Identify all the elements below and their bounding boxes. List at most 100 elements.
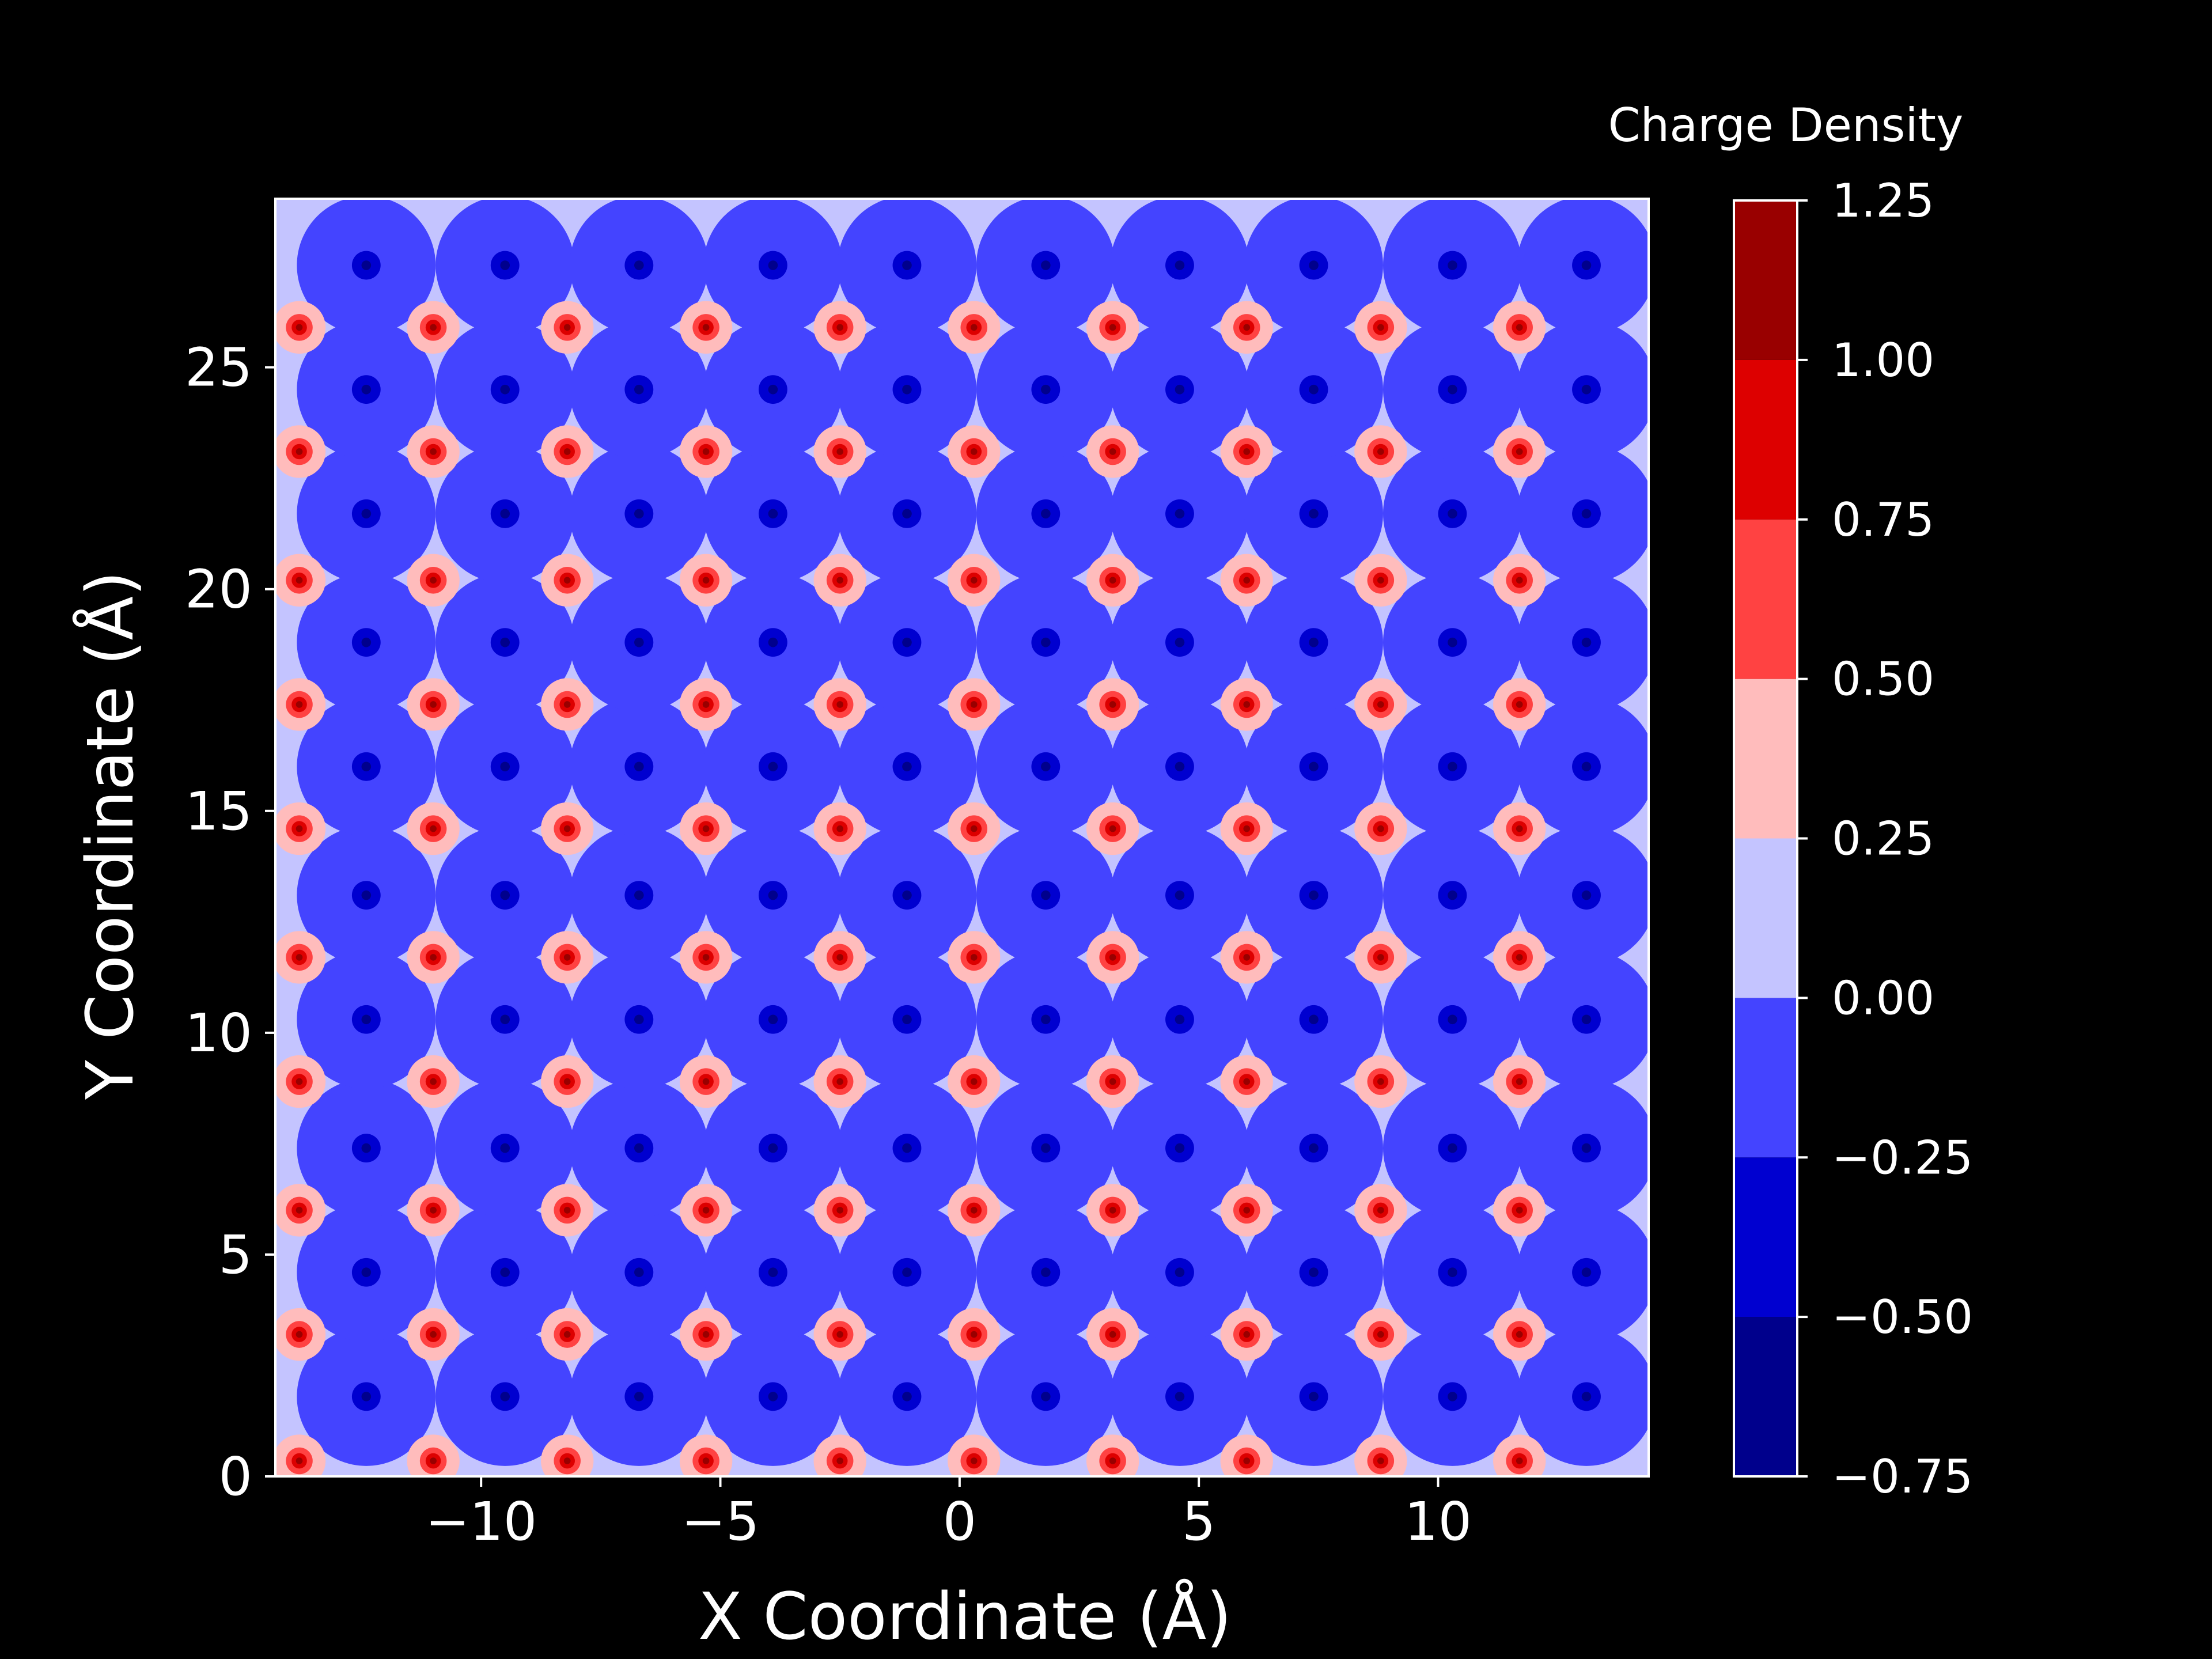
contour-level-disk [634,1143,644,1153]
contour-level-disk [1377,1331,1384,1338]
contour-level-disk [1309,384,1319,395]
charge-maximum-site [1220,931,1273,984]
contour-level-disk [361,260,372,270]
charge-minimum-site [703,444,843,584]
colorbar-segment [1734,1317,1797,1476]
charge-minimum-site [1517,1078,1649,1218]
charge-minimum-site [976,825,1115,965]
charge-minimum-site [1517,573,1649,712]
contour-level-disk [1243,324,1251,331]
charge-minimum-site [569,697,709,836]
contour-level-disk [902,1392,912,1402]
contour-level-disk [768,762,778,772]
contour-level-disk [1377,825,1384,832]
contour-level-disk [500,1143,510,1153]
contour-level-disk [1448,509,1457,519]
charge-minimum-site [703,320,843,459]
charge-minimum-site [435,950,575,1089]
charge-minimum-site [435,1327,575,1466]
charge-maximum-site [541,802,594,855]
charge-minimum-site [838,697,976,836]
contour-level-disk [1175,890,1185,900]
charge-minimum-site [838,1327,976,1466]
charge-minimum-site [1110,1327,1249,1466]
charge-minimum-site [569,950,709,1089]
charge-maximum-site [1354,1184,1407,1237]
charge-maximum-site [813,1184,866,1237]
charge-maximum-site [1220,425,1273,478]
contour-level-disk [500,509,510,519]
contour-level-disk [361,1014,372,1025]
contour-level-disk [970,577,978,584]
charge-minimum-site [1244,320,1383,459]
contour-level-disk [1243,825,1251,832]
contour-level-disk [836,448,843,455]
contour-level-disk [500,384,510,395]
charge-maximum-site [407,802,460,855]
charge-minimum-site [838,444,976,584]
contour-level-disk [1109,448,1116,455]
contour-level-disk [634,260,644,270]
charge-minimum-site [1244,1203,1383,1342]
contour-level-disk [1581,1143,1592,1153]
charge-maximum-site [275,1184,326,1237]
contour-level-disk [1041,1392,1051,1402]
contour-level-disk [634,1014,644,1025]
contour-level-disk [361,509,372,519]
charge-minimum-site [976,950,1115,1089]
charge-minimum-site [703,825,843,965]
contour-level-disk [1309,890,1319,900]
contour-level-disk [563,1331,571,1338]
contour-level-disk [1581,1267,1592,1278]
charge-minimum-site [838,573,976,712]
colorbar-segment [1734,838,1797,998]
contour-level-disk [1377,324,1384,331]
contour-level-disk [902,1014,912,1025]
charge-maximum-site [1086,678,1139,731]
contour-level-disk [361,762,372,772]
charge-minimum-site [1382,573,1522,712]
contour-level-disk [296,825,303,832]
charge-maximum-site [1354,678,1407,731]
charge-minimum-site [1382,825,1522,965]
charge-minimum-site [703,950,843,1089]
charge-minimum-site [703,1203,843,1342]
contour-level-disk [1448,1267,1457,1278]
charge-maximum-site [541,1055,594,1108]
charge-minimum-site [976,320,1115,459]
contour-level-disk [970,324,978,331]
charge-minimum-site [1517,825,1649,965]
colorbar-label: Charge Density [1608,99,1964,152]
contour-level-disk [1041,637,1051,647]
contour-level-disk [1309,637,1319,647]
charge-minimum-site [297,697,436,836]
contour-level-disk [1581,1392,1592,1402]
charge-maximum-site [1493,1055,1546,1108]
charge-minimum-site [1517,320,1649,459]
colorbar-tick-label: −0.25 [1832,1131,1973,1184]
contour-level-disk [1109,1078,1116,1085]
charge-minimum-site [838,320,976,459]
contour-level-disk [1109,577,1116,584]
contour-level-disk [1448,1143,1457,1153]
charge-maximum-site [813,1434,866,1476]
charge-maximum-site [679,301,733,354]
charge-maximum-site [1354,301,1407,354]
charge-maximum-site [407,301,460,354]
charge-minimum-site [976,1203,1115,1342]
contour-level-disk [361,1267,372,1278]
contour-level-disk [836,701,843,708]
contour-level-disk [1041,890,1051,900]
contour-level-disk [1448,260,1457,270]
charge-maximum-site [541,1434,594,1476]
contour-level-disk [702,448,710,455]
charge-minimum-site [435,1203,575,1342]
charge-maximum-site [679,931,733,984]
charge-minimum-site [703,199,843,335]
contour-level-disk [902,637,912,647]
charge-minimum-site [1382,1327,1522,1466]
contour-level-disk [1448,637,1457,647]
charge-maximum-site [1086,1055,1139,1108]
colorbar-segment [1734,200,1797,360]
charge-maximum-site [813,425,866,478]
